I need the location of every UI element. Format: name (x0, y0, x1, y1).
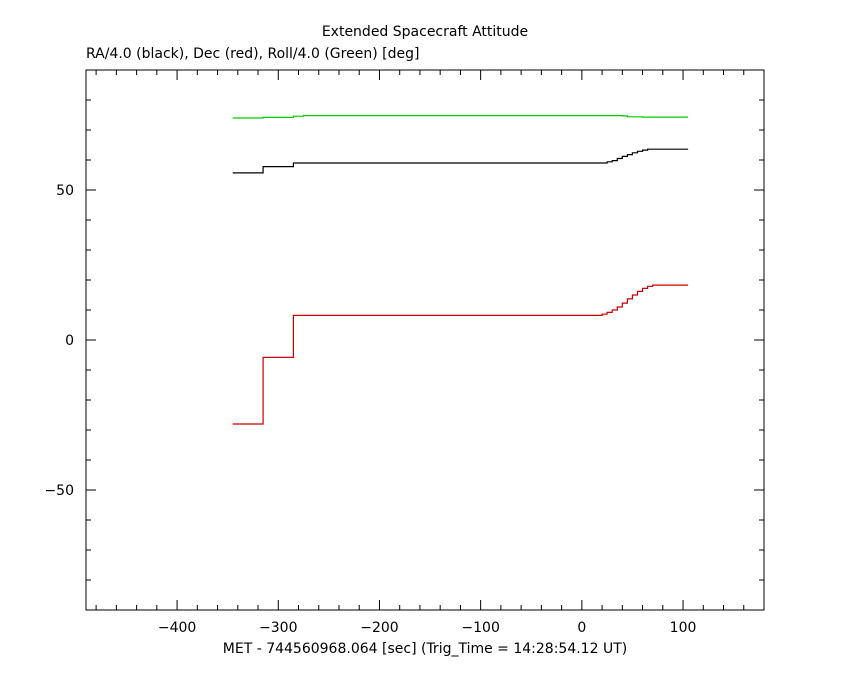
plot-frame (85, 69, 765, 611)
series-lines (232, 115, 689, 425)
x-tick-label: −300 (259, 620, 297, 636)
x-tick-label: 100 (670, 620, 697, 636)
y-tick-label: 0 (65, 333, 74, 349)
series-line-1 (232, 148, 689, 174)
tick-labels: −400 −300 −200 −100 0 100 −50 0 50 (44, 183, 696, 636)
x-tick-label: −400 (158, 620, 196, 636)
x-tick-label: 0 (577, 620, 586, 636)
x-axis-label: MET - 744560968.064 [sec] (Trig_Time = 1… (222, 641, 628, 657)
x-tick-label: −100 (461, 620, 499, 636)
tick-marks (86, 69, 765, 611)
y-tick-label: 50 (56, 183, 74, 199)
x-tick-label: −200 (360, 620, 398, 636)
y-tick-label: −50 (44, 483, 74, 499)
series-line-2 (232, 284, 689, 425)
series-line-0 (232, 115, 689, 119)
chart-subtitle: RA/4.0 (black), Dec (red), Roll/4.0 (Gre… (86, 46, 420, 62)
chart-title: Extended Spacecraft Attitude (321, 24, 529, 40)
